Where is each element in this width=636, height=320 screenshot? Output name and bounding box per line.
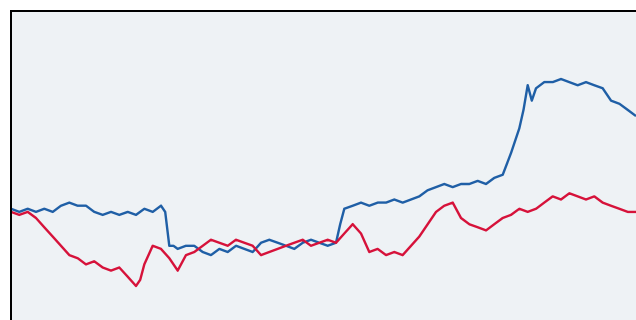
plot-area: [11, 11, 636, 320]
series-line-1: [10, 77, 636, 257]
series-layer: [10, 77, 636, 288]
plot-frame: [10, 10, 636, 320]
series-line-2: [10, 192, 636, 288]
